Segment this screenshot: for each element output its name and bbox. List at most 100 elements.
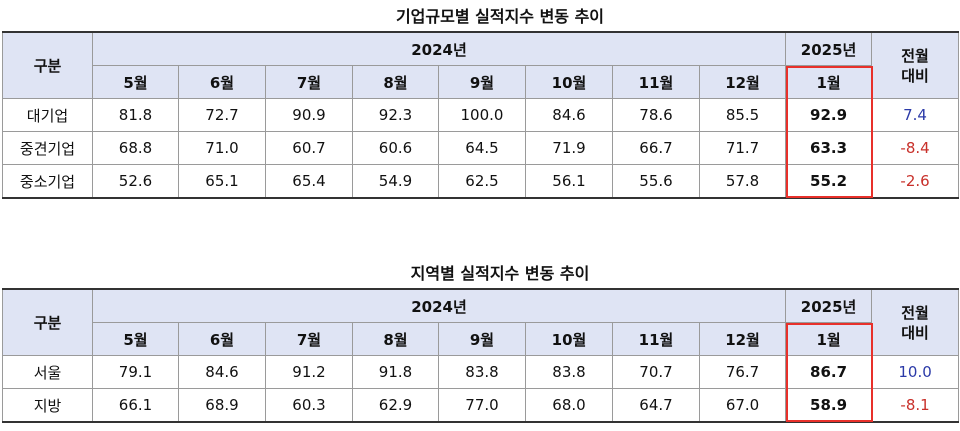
current-value: 55.2 bbox=[785, 164, 873, 199]
change-value: -8.4 bbox=[871, 131, 960, 165]
row-label: 중소기업 bbox=[2, 164, 93, 199]
header-row: 구분 2024년 2025년 전월 대비 bbox=[2, 288, 960, 356]
row-label: 대기업 bbox=[2, 98, 93, 132]
value-cell: 84.6 bbox=[178, 355, 266, 389]
header-row: 5월 6월 7월 8월 9월 10월 11월 12월 1월 bbox=[3, 322, 959, 356]
change-header: 전월 대비 bbox=[871, 288, 960, 356]
value-cell: 76.7 bbox=[698, 355, 787, 389]
value-cell: 64.5 bbox=[438, 131, 526, 165]
value-cell: 62.9 bbox=[352, 388, 439, 423]
value-cell: 100.0 bbox=[438, 98, 526, 132]
month-header: 8월 bbox=[352, 65, 439, 99]
value-cell: 71.0 bbox=[178, 131, 266, 165]
value-cell: 92.3 bbox=[352, 98, 439, 132]
month-header: 1월 bbox=[785, 65, 873, 99]
value-cell: 52.6 bbox=[92, 164, 179, 199]
month-header: 7월 bbox=[265, 65, 353, 99]
row-label: 중견기업 bbox=[2, 131, 93, 165]
month-header: 8월 bbox=[352, 322, 439, 356]
value-cell: 60.3 bbox=[265, 388, 353, 423]
change-header: 전월 대비 bbox=[871, 31, 960, 99]
data-row: 대기업 81.8 72.7 90.9 92.3 100.0 84.6 78.6 85.5 92.9… bbox=[2, 98, 960, 132]
value-cell: 68.8 bbox=[92, 131, 179, 165]
value-cell: 84.6 bbox=[525, 98, 613, 132]
month-header: 11월 bbox=[612, 65, 700, 99]
row-label: 서울 bbox=[2, 355, 93, 389]
month-header: 9월 bbox=[438, 322, 526, 356]
month-header: 1월 bbox=[785, 322, 873, 356]
value-cell: 67.0 bbox=[698, 388, 787, 423]
value-cell: 68.0 bbox=[525, 388, 613, 423]
value-cell: 83.8 bbox=[438, 355, 526, 389]
value-cell: 71.7 bbox=[698, 131, 787, 165]
value-cell: 54.9 bbox=[352, 164, 439, 199]
value-cell: 85.5 bbox=[698, 98, 787, 132]
data-row: 서울 79.1 84.6 91.2 91.8 83.8 83.8 70.7 76.7 86.7 10… bbox=[2, 355, 960, 389]
value-cell: 79.1 bbox=[92, 355, 179, 389]
value-cell: 57.8 bbox=[698, 164, 787, 199]
table-head: 구분 2024년 2025년 전월 대비 5월 6월 7월 8월 9월 10월 11월 12월 1월 bbox=[2, 288, 960, 356]
value-cell: 56.1 bbox=[525, 164, 613, 199]
year-header: 2025년 bbox=[785, 31, 873, 66]
table-body: 대기업 81.8 72.7 90.9 92.3 100.0 84.6 78.6 85.5 92.9… bbox=[2, 98, 960, 199]
year-header: 2024년 bbox=[91, 31, 787, 66]
change-value: 10.0 bbox=[871, 355, 960, 389]
value-cell: 60.6 bbox=[352, 131, 439, 165]
value-cell: 55.6 bbox=[612, 164, 700, 199]
month-header: 5월 bbox=[92, 65, 179, 99]
value-cell: 77.0 bbox=[438, 388, 526, 423]
data-row: 지방 66.1 68.9 60.3 62.9 77.0 68.0 64.7 67.0 58.9 -8… bbox=[2, 388, 960, 423]
corner-header: 구분 bbox=[2, 288, 93, 356]
month-header: 7월 bbox=[265, 322, 353, 356]
data-table: 구분 2024년 2025년 전월 대비 5월 6월 7월 8월 9월 10월 11월 12월 1월 대기… bbox=[2, 31, 960, 199]
value-cell: 83.8 bbox=[525, 355, 613, 389]
change-value: -8.1 bbox=[871, 388, 960, 423]
value-cell: 62.5 bbox=[438, 164, 526, 199]
month-header: 6월 bbox=[178, 65, 266, 99]
month-header: 10월 bbox=[525, 322, 613, 356]
month-header: 9월 bbox=[438, 65, 526, 99]
data-table: 구분 2024년 2025년 전월 대비 5월 6월 7월 8월 9월 10월 11월 12월 1월 서울… bbox=[2, 288, 960, 423]
year-header: 2025년 bbox=[785, 288, 873, 323]
data-row: 중소기업 52.6 65.1 65.4 54.9 62.5 56.1 55.6 57.8 55.2… bbox=[2, 164, 960, 199]
month-header: 5월 bbox=[92, 322, 179, 356]
month-header: 11월 bbox=[612, 322, 700, 356]
value-cell: 65.1 bbox=[178, 164, 266, 199]
data-row: 중견기업 68.8 71.0 60.7 60.6 64.5 71.9 66.7 71.7 63.3… bbox=[2, 131, 960, 165]
table-block: 기업규모별 실적지수 변동 추이 구분 2024년 2025년 전월 대비 5월 6월 7월 8… bbox=[2, 3, 960, 199]
current-value: 63.3 bbox=[785, 131, 873, 165]
table-body: 서울 79.1 84.6 91.2 91.8 83.8 83.8 70.7 76.7 86.7 10… bbox=[2, 355, 960, 423]
value-cell: 90.9 bbox=[265, 98, 353, 132]
row-label: 지방 bbox=[2, 388, 93, 423]
header-row: 5월 6월 7월 8월 9월 10월 11월 12월 1월 bbox=[3, 65, 959, 99]
table-title: 지역별 실적지수 변동 추이 bbox=[410, 264, 590, 283]
year-header: 2024년 bbox=[91, 288, 787, 323]
change-value: 7.4 bbox=[871, 98, 960, 132]
value-cell: 72.7 bbox=[178, 98, 266, 132]
value-cell: 81.8 bbox=[92, 98, 179, 132]
month-header: 6월 bbox=[178, 322, 266, 356]
current-value: 92.9 bbox=[785, 98, 873, 132]
table-title: 기업규모별 실적지수 변동 추이 bbox=[395, 7, 605, 26]
value-cell: 66.7 bbox=[612, 131, 700, 165]
value-cell: 60.7 bbox=[265, 131, 353, 165]
month-header: 12월 bbox=[698, 65, 787, 99]
value-cell: 66.1 bbox=[92, 388, 179, 423]
value-cell: 71.9 bbox=[525, 131, 613, 165]
value-cell: 91.2 bbox=[265, 355, 353, 389]
value-cell: 70.7 bbox=[612, 355, 700, 389]
value-cell: 65.4 bbox=[265, 164, 353, 199]
month-header: 10월 bbox=[525, 65, 613, 99]
current-value: 86.7 bbox=[785, 355, 873, 389]
table-head: 구분 2024년 2025년 전월 대비 5월 6월 7월 8월 9월 10월 11월 12월 1월 bbox=[2, 31, 960, 99]
table-block: 지역별 실적지수 변동 추이 구분 2024년 2025년 전월 대비 5월 6월 7월 8월 9… bbox=[2, 260, 960, 423]
change-value: -2.6 bbox=[871, 164, 960, 199]
value-cell: 91.8 bbox=[352, 355, 439, 389]
value-cell: 68.9 bbox=[178, 388, 266, 423]
month-header: 12월 bbox=[698, 322, 787, 356]
value-cell: 64.7 bbox=[612, 388, 700, 423]
header-row: 구분 2024년 2025년 전월 대비 bbox=[2, 31, 960, 99]
value-cell: 78.6 bbox=[612, 98, 700, 132]
current-value: 58.9 bbox=[785, 388, 873, 423]
